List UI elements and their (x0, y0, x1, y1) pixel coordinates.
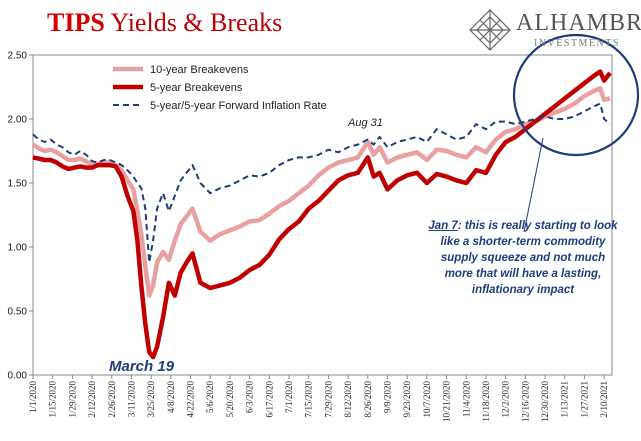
x-tick-label: 9/9/2020 (382, 381, 392, 414)
x-tick-label: 6/17/2020 (264, 381, 274, 418)
x-axis: 1/1/2020 1/15/2020 1/29/2020 2/12/2020 2/26/… (28, 375, 609, 422)
plot-area (32, 54, 613, 376)
y-axis: 0.00 0.50 1.00 1.50 2.00 2.50 (8, 51, 33, 382)
x-tick-label: 3/25/2020 (146, 381, 156, 418)
x-tick-label: 1/15/2020 (48, 381, 58, 418)
highlight-circle (512, 33, 640, 157)
x-tick-label: 9/23/2020 (402, 381, 412, 418)
annotation-date: Jan 7 (428, 220, 458, 232)
x-tick-label: 10/21/2020 (442, 381, 452, 423)
series-5-year (32, 69, 612, 360)
chart-title: TIPS Yields & Breaks (47, 8, 282, 38)
y-tick-label: 2.00 (8, 115, 28, 126)
x-tick-label: 7/15/2020 (304, 381, 314, 418)
x-tick-label: 1/29/2020 (67, 381, 77, 418)
title-part-1: TIPS (47, 8, 105, 37)
y-tick-label: 1.50 (8, 179, 28, 190)
annotation-text: : this is really starting to look like a… (440, 220, 618, 296)
brand-logo: ALHAMBRA INVESTMENTS (468, 6, 641, 54)
diamond-lattice-icon (469, 9, 511, 51)
x-tick-label: 8/26/2020 (363, 381, 373, 418)
series-lines (31, 69, 612, 360)
x-tick-label: 10/7/2020 (422, 381, 432, 418)
x-tick-label: 6/3/2020 (245, 381, 255, 414)
x-tick-label: 1/27/2021 (579, 381, 589, 418)
x-tick-label: 5/6/2020 (205, 381, 215, 414)
plot-border (32, 54, 613, 376)
y-tick-label: 0.00 (8, 371, 28, 382)
x-tick-label: 8/12/2020 (343, 381, 353, 418)
x-tick-label: 11/18/2020 (481, 381, 491, 422)
legend: 10-year Breakevens 5-year Breakevens 5-yea… (113, 64, 327, 112)
x-tick-label: 4/8/2020 (166, 381, 176, 414)
x-tick-label: 4/22/2020 (186, 381, 196, 418)
x-tick-label: 1/13/2021 (560, 381, 570, 418)
x-tick-label: 1/1/2020 (28, 381, 38, 414)
x-tick-label: 11/4/2020 (461, 381, 471, 418)
x-tick-label: 5/20/2020 (225, 381, 235, 418)
x-tick-label: 12/30/2020 (540, 381, 550, 423)
x-tick-label: 12/2/2020 (501, 381, 511, 418)
x-tick-label: 12/16/2020 (520, 381, 530, 423)
aug-31-label: Aug 31 (348, 117, 383, 129)
x-tick-label: 2/12/2020 (87, 381, 97, 418)
jan-7-annotation: Jan 7: this is really starting to look l… (428, 218, 618, 298)
y-tick-label: 2.50 (8, 51, 28, 62)
x-tick-label: 2/26/2020 (107, 381, 117, 418)
x-tick-label: 7/1/2020 (284, 381, 294, 414)
legend-label: 10-year Breakevens (150, 64, 249, 76)
x-tick-label: 3/11/2020 (126, 381, 136, 418)
x-tick-label: 7/29/2020 (323, 381, 333, 418)
x-tick-label: 2/10/2021 (599, 381, 609, 418)
brand-name: ALHAMBRA (516, 10, 641, 36)
series-10-year (31, 86, 611, 298)
title-part-2: Yields & Breaks (110, 8, 283, 37)
march-19-label: March 19 (109, 358, 175, 375)
legend-label: 5-year Breakevens (150, 82, 243, 94)
y-tick-label: 1.00 (8, 243, 28, 254)
series-5y5y-forward (32, 102, 611, 264)
brand-subtitle: INVESTMENTS (534, 38, 620, 49)
legend-label: 5-year/5-year Forward Inflation Rate (150, 100, 327, 112)
y-tick-label: 0.50 (8, 307, 28, 318)
annotation-pointer (523, 137, 544, 233)
